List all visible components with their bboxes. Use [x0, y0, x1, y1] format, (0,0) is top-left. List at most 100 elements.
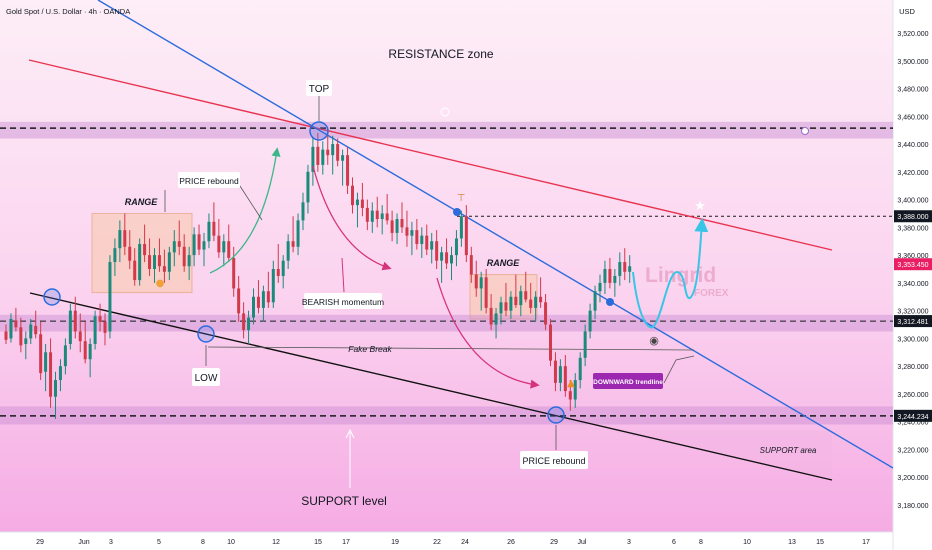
- bearish-momentum-label: BEARISH momentum: [302, 297, 384, 307]
- black-support-trendline[interactable]: [29, 292, 833, 481]
- bearish-arrow-1: [312, 165, 392, 271]
- eye-icon: ◉: [649, 334, 659, 347]
- candle: [380, 205, 384, 235]
- candle-body: [603, 269, 607, 283]
- candle-body: [187, 255, 191, 267]
- resistance-zone[interactable]: [0, 121, 893, 139]
- x-tick-label: 8: [699, 539, 703, 546]
- candle-body: [98, 316, 102, 322]
- candle: [430, 232, 434, 264]
- candle-body: [400, 219, 404, 228]
- y-tick-label: 3,460.000: [897, 114, 928, 121]
- candle-body: [103, 321, 107, 333]
- price-axis[interactable]: 3,180.000 3,200.000 3,220.000 3,240.000 3,26…: [897, 31, 928, 510]
- candle: [563, 355, 567, 397]
- y-tick-label: 3,420.000: [897, 170, 928, 177]
- candle: [370, 202, 374, 233]
- candle: [558, 359, 562, 392]
- price-rebound-2-box: [520, 451, 588, 469]
- candle-body: [247, 317, 251, 331]
- y-tick-label: 3,260.000: [897, 392, 928, 399]
- candle-body: [519, 291, 523, 306]
- candle: [301, 192, 305, 231]
- x-tick-label: Jun: [78, 539, 89, 546]
- mid-zone[interactable]: [0, 314, 893, 332]
- candle-body: [49, 352, 53, 397]
- candle-body: [172, 241, 176, 253]
- x-tick-label: 8: [201, 539, 205, 546]
- x-tick-label: 24: [461, 539, 469, 546]
- x-tick-label: 5: [157, 539, 161, 546]
- symbol-title[interactable]: Gold Spot / U.S. Dollar · 4h · OANDA: [6, 7, 130, 16]
- candle-body: [138, 244, 142, 281]
- price-label-box: [894, 258, 932, 271]
- y-tick-label: 3,480.000: [897, 87, 928, 94]
- candle-body: [108, 262, 112, 332]
- candle-body: [390, 220, 394, 233]
- time-axis[interactable]: 29 Jun 3 5 8 10 12 15 17 19 22 24 26 29 Jul 3 6 8 10 13 15 17: [36, 539, 870, 546]
- price-rebound-1-label: PRICE rebound: [179, 176, 239, 186]
- candle: [162, 249, 166, 283]
- price-label: 3,312.481: [897, 319, 928, 326]
- candle: [281, 255, 285, 289]
- x-tick-label: 6: [672, 539, 676, 546]
- price-label: 3,244.234: [897, 414, 928, 421]
- price-axis-background[interactable]: [893, 0, 932, 550]
- rocket-icon: ▲: [567, 378, 575, 389]
- candle: [49, 338, 53, 408]
- candle: [276, 244, 280, 283]
- candle: [256, 280, 260, 314]
- candle: [133, 248, 137, 286]
- x-tick-label: 13: [788, 539, 796, 546]
- candle: [499, 296, 503, 325]
- candle: [420, 227, 424, 258]
- candle-body: [573, 380, 577, 400]
- candle-body: [445, 252, 449, 264]
- price-rebound-1-connector: [239, 185, 263, 221]
- candle-body: [524, 291, 528, 300]
- candle: [450, 246, 453, 281]
- candle-body: [29, 324, 33, 339]
- candle: [346, 146, 350, 195]
- resistance-box-handle[interactable]: [801, 127, 809, 135]
- candle-body: [593, 291, 597, 311]
- candle: [271, 260, 275, 308]
- candle-body: [266, 291, 270, 303]
- blue-downward-trendline[interactable]: [97, 0, 894, 469]
- candle-body: [484, 277, 488, 308]
- time-axis-background[interactable]: [0, 532, 893, 550]
- candle-body: [68, 310, 72, 344]
- candle: [351, 177, 354, 214]
- candle-body: [4, 331, 8, 340]
- top-label-box: [306, 80, 332, 96]
- price-label-box: [894, 409, 932, 422]
- downward-trendline-box: [593, 373, 663, 389]
- projection-path: [632, 217, 709, 329]
- support-area-label: SUPPORT area: [760, 446, 817, 455]
- support-level-label: SUPPORT level: [301, 494, 387, 508]
- candle: [83, 321, 87, 364]
- candle-body: [148, 255, 152, 269]
- candle-body: [549, 324, 552, 361]
- candle: [355, 192, 359, 228]
- candle: [202, 232, 206, 267]
- candle-body: [395, 219, 399, 233]
- candle: [593, 285, 597, 319]
- candle: [148, 238, 152, 276]
- candle: [489, 293, 493, 331]
- support-zone[interactable]: [0, 406, 893, 425]
- candle-body: [281, 260, 285, 276]
- x-tick-label: 17: [862, 539, 870, 546]
- candle-body: [583, 331, 587, 358]
- range-box-1[interactable]: [91, 212, 193, 294]
- candle: [598, 274, 602, 303]
- candle: [266, 271, 270, 308]
- bearish-momentum-box: [304, 293, 382, 309]
- pivot-circle-left: [43, 288, 61, 306]
- candle: [157, 238, 161, 272]
- levels-layer: [0, 127, 893, 417]
- candle-body: [83, 341, 87, 360]
- fake-break-line: [207, 346, 695, 351]
- candle: [588, 303, 592, 339]
